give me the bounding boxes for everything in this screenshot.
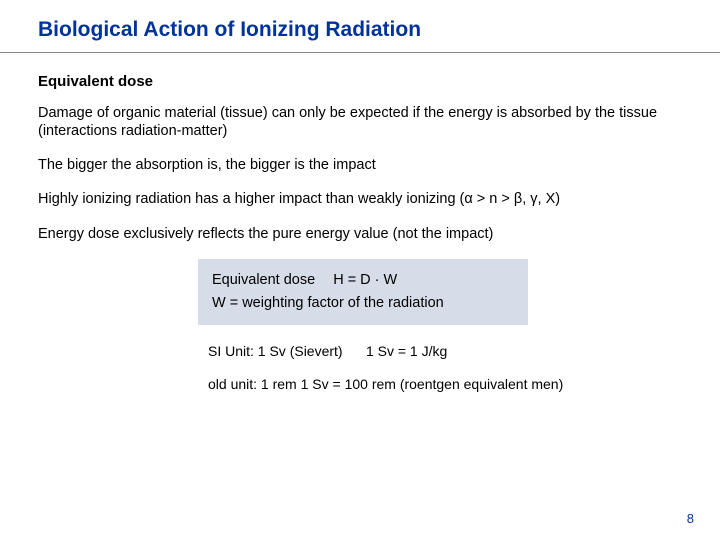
paragraph-1: Damage of organic material (tissue) can … [38, 104, 690, 140]
old-unit-line: old unit: 1 rem 1 Sv = 100 rem (roentgen… [208, 372, 690, 397]
paragraph-2: The bigger the absorption is, the bigger… [38, 156, 690, 174]
formula-box: Equivalent dose H = D · W W = weighting … [198, 259, 528, 325]
page-number: 8 [687, 511, 694, 526]
formula-definition: W = weighting factor of the radiation [212, 292, 514, 315]
slide-title: Biological Action of Ionizing Radiation [38, 18, 690, 42]
si-unit-relation: 1 Sv = 1 J/kg [366, 343, 447, 359]
slide-container: Biological Action of Ionizing Radiation … [0, 0, 720, 397]
formula-equation: H = D · W [333, 269, 397, 292]
si-unit-label: SI Unit: 1 Sv (Sievert) [208, 343, 343, 359]
paragraph-4: Energy dose exclusively reflects the pur… [38, 225, 690, 243]
formula-line-1: Equivalent dose H = D · W [212, 269, 514, 292]
subtitle: Equivalent dose [38, 73, 690, 90]
units-block: SI Unit: 1 Sv (Sievert) 1 Sv = 1 J/kg ol… [208, 339, 690, 397]
si-unit-line: SI Unit: 1 Sv (Sievert) 1 Sv = 1 J/kg [208, 339, 690, 364]
formula-label: Equivalent dose [212, 269, 315, 292]
divider [0, 52, 720, 53]
paragraph-3: Highly ionizing radiation has a higher i… [38, 190, 690, 208]
